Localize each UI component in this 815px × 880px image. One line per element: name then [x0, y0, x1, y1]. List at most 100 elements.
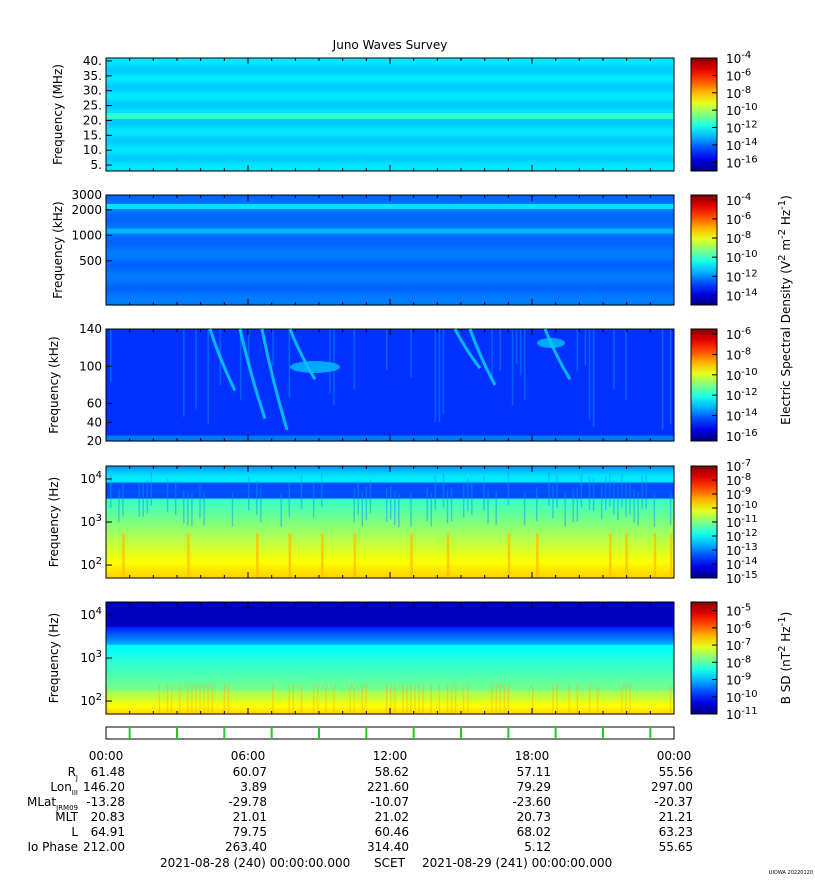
- emission-stroke: [410, 329, 412, 378]
- spectrogram-row: [106, 246, 674, 249]
- y-tick-label: 100: [79, 359, 102, 373]
- colorbar-tick-label: 10-10: [726, 102, 758, 118]
- colorbar-tick-label: 10-13: [726, 542, 758, 558]
- spectrogram-row: [106, 564, 674, 567]
- spectrogram-row: [106, 624, 674, 627]
- colorbar-tick-label: 10-4: [726, 50, 751, 66]
- spectrogram-row: [106, 275, 674, 279]
- emission-stroke: [191, 684, 193, 714]
- spectrogram-row: [106, 144, 674, 148]
- emission-burst: [187, 533, 190, 578]
- emission-stroke: [661, 329, 664, 430]
- electric-colorbar-label: Electric Spectral Density (V2 m-2 Hz-1): [777, 195, 793, 425]
- panel-1: 40.35.30.25.20.15.10.5. Frequency (MHz) 10…: [51, 50, 758, 172]
- emission-stroke: [260, 488, 262, 523]
- spectrogram-row: [106, 399, 674, 402]
- ephemeris-label: Io Phase: [27, 840, 78, 854]
- spectrogram-row: [106, 568, 674, 571]
- y-tick-label: 2000: [71, 203, 102, 217]
- spectrogram-row: [106, 415, 674, 418]
- emission-stroke: [669, 491, 672, 525]
- ephemeris-value: 263.40: [225, 840, 267, 854]
- emission-band: [106, 203, 674, 209]
- emission-stroke: [272, 329, 274, 367]
- spectrogram-row: [106, 696, 674, 699]
- spectrogram-row: [106, 220, 674, 224]
- emission-stroke: [357, 481, 359, 515]
- emission-stroke: [507, 471, 510, 506]
- y-tick-label: 140: [79, 322, 102, 336]
- emission-burst: [288, 533, 292, 578]
- spectrogram-row: [106, 670, 674, 673]
- spectrogram-row: [106, 371, 674, 374]
- spectrogram-row: [106, 554, 674, 557]
- ephemeris-value: 20.83: [91, 810, 125, 824]
- spectrogram-row: [106, 407, 674, 410]
- spectrogram-row: [106, 88, 674, 91]
- spectrogram-row: [106, 94, 674, 97]
- spectrogram-row: [106, 397, 674, 400]
- colorbar-tick-label: 10-16: [726, 428, 758, 444]
- magnetic-colorbar-label: B SD (nT2 Hz-1): [777, 612, 793, 705]
- emission-stroke: [207, 329, 209, 424]
- spectrogram-row: [106, 200, 674, 204]
- spectrogram-row: [106, 240, 674, 243]
- emission-stroke: [596, 684, 599, 714]
- spectrogram-row: [106, 692, 674, 695]
- spectrogram-row: [106, 534, 674, 537]
- emission-stroke: [499, 684, 501, 714]
- spectrogram-row: [106, 347, 674, 350]
- spectrogram-row: [106, 419, 674, 422]
- y-tick-label: 60: [87, 397, 102, 411]
- ephemeris-value: 64.91: [91, 825, 125, 839]
- ephemeris-value: 55.65: [659, 840, 693, 854]
- emission-stroke: [438, 329, 441, 423]
- spectrogram-row: [106, 72, 674, 75]
- colorbar-gradient: [690, 57, 718, 172]
- colorbar-tick-label: 10-12: [726, 528, 758, 544]
- emission-stroke: [406, 684, 408, 714]
- time-label: 00:00: [89, 749, 124, 763]
- spectrogram-row: [106, 70, 674, 73]
- emission-stroke: [349, 684, 351, 714]
- emission-stroke: [288, 483, 290, 517]
- y-tick-label: 102: [80, 556, 102, 572]
- emission-stroke: [239, 329, 242, 401]
- y-tick-label: 20: [87, 434, 102, 448]
- spectrogram-row: [106, 136, 674, 140]
- ephemeris-value: 146.20: [83, 780, 125, 794]
- y-tick-label: 104: [80, 470, 102, 486]
- spectrogram-row: [106, 140, 674, 144]
- spectrogram-row: [106, 638, 674, 641]
- emission-stroke: [231, 492, 234, 527]
- spectrogram-row: [106, 544, 674, 547]
- emission-stroke: [507, 684, 510, 714]
- ephemeris-label: MLatJRM09: [27, 795, 78, 812]
- spectrogram-row: [106, 279, 674, 283]
- emission-band: [106, 228, 674, 234]
- emission-stroke: [166, 684, 169, 714]
- emission-stroke: [588, 476, 591, 511]
- spectrogram-row: [106, 250, 674, 253]
- emission-stroke: [195, 684, 197, 714]
- spectrogram-row: [106, 646, 674, 649]
- spectrogram-row: [106, 616, 674, 619]
- spectrogram-row: [106, 560, 674, 563]
- ephemeris-value: 21.21: [659, 810, 693, 824]
- spectrogram-row: [106, 351, 674, 354]
- spectrogram-row: [106, 242, 674, 245]
- emission-stroke: [150, 472, 153, 506]
- emission-stroke: [426, 487, 428, 522]
- spectrogram-row: [106, 285, 674, 288]
- emission-burst: [653, 533, 657, 578]
- emission-stroke: [625, 329, 627, 401]
- spectrogram-row: [106, 674, 674, 677]
- spectrogram-row: [106, 222, 674, 226]
- emission-stroke: [584, 329, 587, 366]
- emission-stroke: [564, 492, 566, 527]
- emission-stroke: [592, 329, 595, 427]
- spectrogram-image: [106, 195, 674, 306]
- spectrogram-row: [106, 403, 674, 406]
